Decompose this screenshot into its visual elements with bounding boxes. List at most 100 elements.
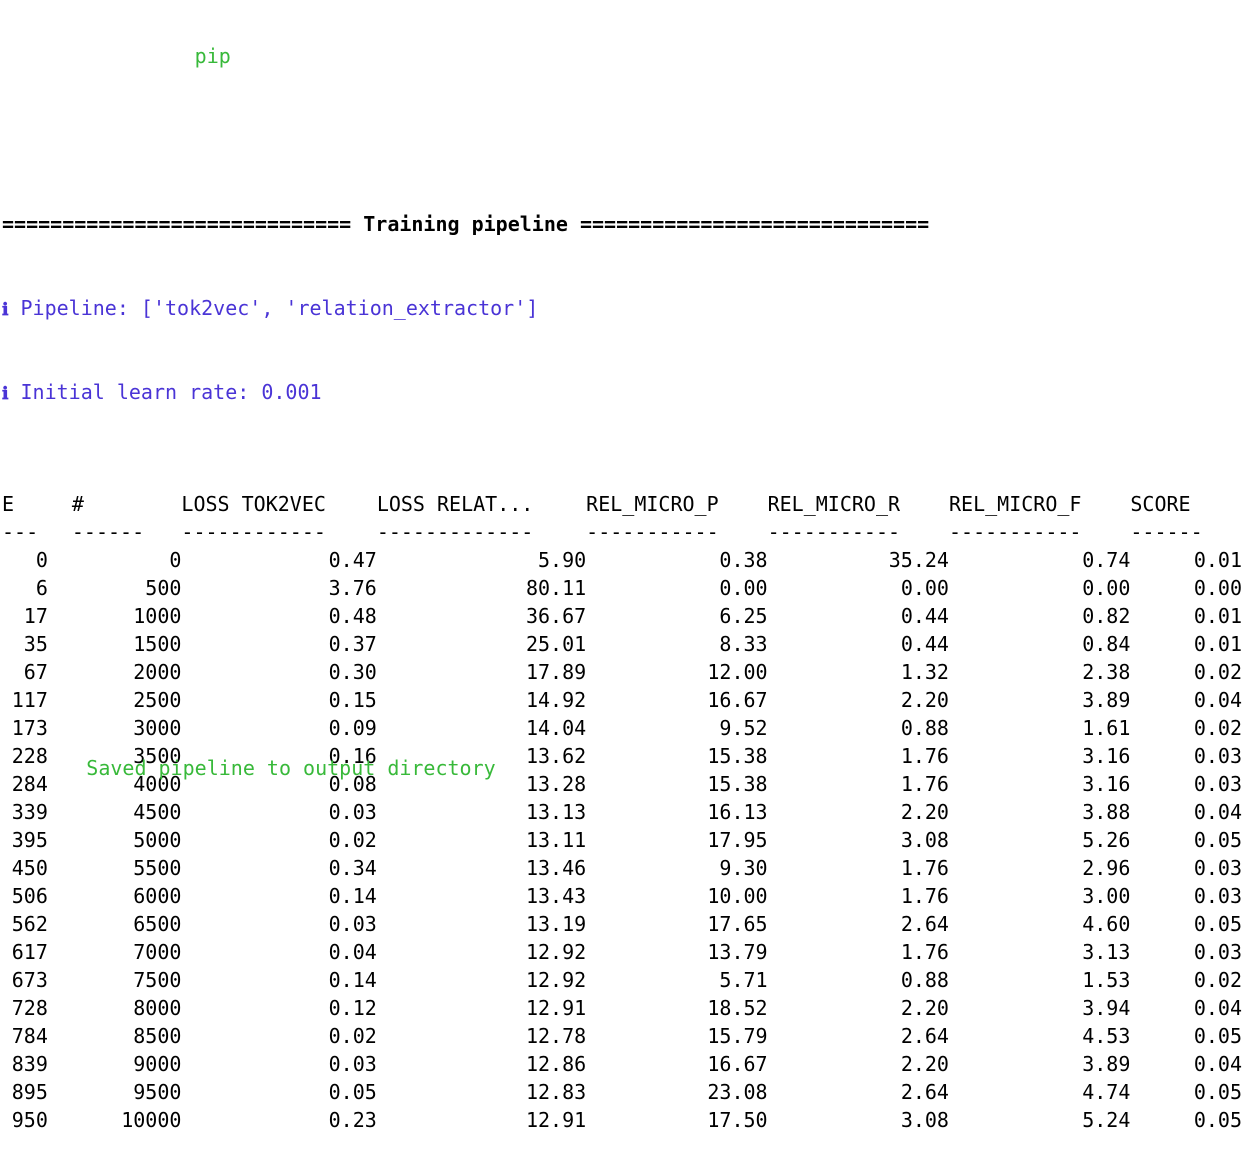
table-cell: 1.76 [900, 772, 949, 796]
table-cell: 3.08 [900, 1108, 949, 1132]
table-cell: 0.37 [328, 632, 377, 656]
table-cell: 17.95 [707, 828, 768, 852]
table-cell: 0.00 [1193, 576, 1242, 600]
table-cell: 2.20 [900, 1052, 949, 1076]
table-row: 950 10000 0.23 12.91 17.50 3.08 5.24 0.05 [2, 1106, 1242, 1134]
table-cell: 0.12 [328, 996, 377, 1020]
table-cell: 0.23 [328, 1108, 377, 1132]
table-cell: 0.05 [328, 1080, 377, 1104]
dash-cell: ------ [71, 520, 145, 544]
table-cell: 5.26 [1082, 828, 1131, 852]
pipeline-info-line: ℹ Pipeline: ['tok2vec', 'relation_extrac… [2, 294, 1242, 322]
table-row: 339 4500 0.03 13.13 16.13 2.20 3.88 0.04 [2, 798, 1242, 826]
table-cell: 2.38 [1082, 660, 1131, 684]
table-cell: 7000 [133, 940, 182, 964]
table-cell: 12.83 [525, 1080, 587, 1104]
table-cell: 16.67 [707, 1052, 768, 1076]
table-row: 6 500 3.76 80.11 0.00 0.00 0.00 0.00 [2, 574, 1242, 602]
header-cell: E [2, 492, 15, 516]
table-cell: 0.88 [900, 968, 949, 992]
table-cell: 10.00 [707, 884, 768, 908]
table-cell: 2.20 [900, 688, 949, 712]
table-cell: 0.00 [900, 576, 949, 600]
dash-cell: --- [2, 520, 39, 544]
table-cell: 35.24 [888, 548, 949, 572]
table-cell: 12.91 [525, 996, 587, 1020]
table-cell: 0.03 [1193, 940, 1242, 964]
section-rule: ============================= Training p… [2, 212, 930, 236]
table-row: 784 8500 0.02 12.78 15.79 2.64 4.53 0.05 [2, 1022, 1242, 1050]
table-cell: 0.84 [1082, 632, 1131, 656]
table-cell: 6500 [133, 912, 182, 936]
table-cell: 4.60 [1082, 912, 1131, 936]
table-cell: 562 [11, 912, 48, 936]
table-row: 617 7000 0.04 12.92 13.79 1.76 3.13 0.03 [2, 938, 1242, 966]
table-cell: 0.14 [328, 884, 377, 908]
table-cell: 2.20 [900, 996, 949, 1020]
table-cell: 7500 [133, 968, 182, 992]
table-cell: 0.04 [1193, 1052, 1242, 1076]
table-row: 450 5500 0.34 13.46 9.30 1.76 2.96 0.03 [2, 854, 1242, 882]
table-row: 728 8000 0.12 12.91 18.52 2.20 3.94 0.04 [2, 994, 1242, 1022]
table-cell: 12.91 [525, 1108, 587, 1132]
table-cell: 13.46 [525, 856, 587, 880]
table-cell: 6.25 [719, 604, 768, 628]
table-cell: 15.38 [707, 772, 768, 796]
table-cell: 67 [23, 660, 48, 684]
training-metrics-table: E # LOSS TOK2VEC LOSS RELAT... REL_MICRO… [2, 490, 1242, 1134]
table-cell: 0.03 [328, 912, 377, 936]
table-cell: 0.05 [1193, 828, 1242, 852]
table-cell: 0.05 [1193, 1108, 1242, 1132]
table-cell: 117 [11, 688, 48, 712]
table-row: 895 9500 0.05 12.83 23.08 2.64 4.74 0.05 [2, 1078, 1242, 1106]
table-cell: 3.76 [328, 576, 377, 600]
table-cell: 0.38 [719, 548, 768, 572]
table-cell: 13.43 [525, 884, 587, 908]
table-cell: 0.44 [900, 632, 949, 656]
table-cell: 0.82 [1082, 604, 1131, 628]
table-cell: 0.00 [1082, 576, 1131, 600]
info-icon: ℹ [2, 300, 9, 320]
table-cell: 3.16 [1082, 744, 1131, 768]
table-cell: 12.92 [525, 968, 587, 992]
table-cell: 13.79 [707, 940, 768, 964]
table-cell: 8.33 [719, 632, 768, 656]
table-cell: 17.65 [707, 912, 768, 936]
table-cell: 0.16 [328, 744, 377, 768]
header-cell: SCORE [1130, 492, 1191, 516]
table-cell: 4500 [133, 800, 182, 824]
table-cell: 0.04 [1193, 688, 1242, 712]
table-row: 395 5000 0.02 13.11 17.95 3.08 5.26 0.05 [2, 826, 1242, 854]
table-cell: 13.62 [525, 744, 587, 768]
table-cell: 36.67 [525, 604, 587, 628]
table-cell: 1.76 [900, 856, 949, 880]
table-cell: 1.76 [900, 744, 949, 768]
table-cell: 0.03 [1193, 856, 1242, 880]
table-cell: 0.04 [328, 940, 377, 964]
table-cell: 0.34 [328, 856, 377, 880]
table-cell: 3.89 [1082, 688, 1131, 712]
table-cell: 14.92 [525, 688, 587, 712]
table-cell: 4.53 [1082, 1024, 1131, 1048]
table-cell: 18.52 [707, 996, 768, 1020]
table-cell: 839 [11, 1052, 48, 1076]
table-cell: 0.88 [900, 716, 949, 740]
table-cell: 228 [11, 744, 48, 768]
table-cell: 173 [11, 716, 48, 740]
table-cell: 0.05 [1193, 1024, 1242, 1048]
table-cell: 1.76 [900, 884, 949, 908]
table-cell: 0.02 [328, 828, 377, 852]
table-cell: 0.02 [1193, 968, 1242, 992]
table-row: 506 6000 0.14 13.43 10.00 1.76 3.00 0.03 [2, 882, 1242, 910]
table-cell: 1.53 [1082, 968, 1131, 992]
table-cell: 17 [23, 604, 48, 628]
table-cell: 728 [11, 996, 48, 1020]
table-cell: 12.78 [525, 1024, 587, 1048]
table-row: 0 0 0.47 5.90 0.38 35.24 0.74 0.01 [2, 546, 1242, 574]
dash-cell: ------------- [376, 520, 534, 544]
header-cell: LOSS RELAT... [376, 492, 534, 516]
table-cell: 4.74 [1082, 1080, 1131, 1104]
table-cell: 506 [11, 884, 48, 908]
table-cell: 16.13 [707, 800, 768, 824]
table-cell: 9500 [133, 1080, 182, 1104]
